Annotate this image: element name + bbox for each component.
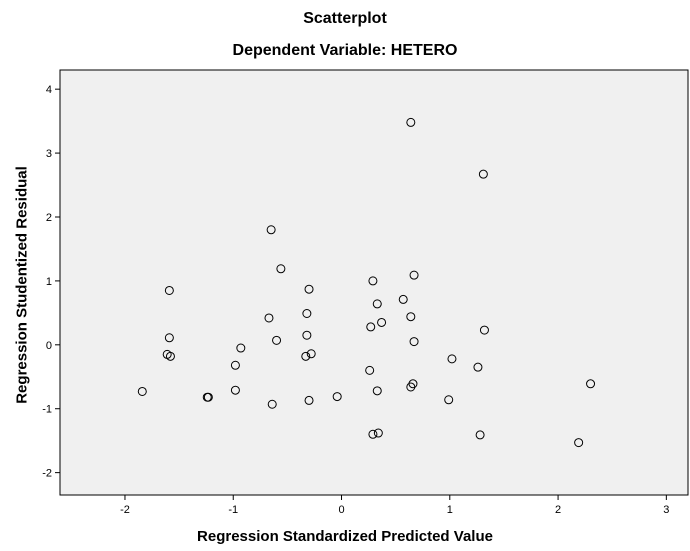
data-point <box>230 360 240 370</box>
data-point <box>586 379 596 389</box>
x-axis: -2 -1 0 1 2 3 <box>120 495 669 516</box>
x-tick-label: 1 <box>447 504 453 516</box>
y-axis: -2 -1 0 1 2 3 4 <box>42 84 60 480</box>
data-point <box>264 313 274 323</box>
data-point <box>406 382 416 392</box>
plot-area <box>59 69 689 496</box>
data-point <box>304 395 314 405</box>
data-point <box>304 284 314 294</box>
data-point <box>306 349 316 359</box>
data-point <box>302 330 312 340</box>
data-point <box>409 270 419 280</box>
y-tick-label: 4 <box>46 84 52 96</box>
y-tick-label: 3 <box>46 148 52 160</box>
data-point <box>473 362 483 372</box>
data-point <box>478 169 488 179</box>
data-point <box>365 365 375 375</box>
data-point <box>368 276 378 286</box>
data-point <box>276 264 286 274</box>
x-tick-label: -1 <box>228 504 238 516</box>
x-tick-label: 2 <box>555 504 561 516</box>
data-point <box>302 308 312 318</box>
data-point <box>236 343 246 353</box>
x-tick-label: 3 <box>663 504 669 516</box>
data-point <box>366 322 376 332</box>
data-point <box>444 395 454 405</box>
data-point <box>372 386 382 396</box>
x-tick-label: -2 <box>120 504 130 516</box>
data-point <box>203 392 213 402</box>
data-point <box>332 392 342 402</box>
data-point <box>406 117 416 127</box>
y-tick-label: -1 <box>42 404 52 416</box>
x-axis-label: Regression Standardized Predicted Value <box>197 528 493 545</box>
data-points <box>137 117 596 448</box>
y-tick-label: 0 <box>46 340 52 352</box>
data-point <box>272 335 282 345</box>
x-tick-label: 0 <box>338 504 344 516</box>
y-tick-label: 1 <box>46 276 52 288</box>
y-tick-label: 2 <box>46 212 52 224</box>
data-point <box>406 312 416 322</box>
chart-title: Scatterplot <box>303 10 387 27</box>
y-tick-label: -2 <box>42 468 52 480</box>
data-point <box>372 299 382 309</box>
data-point <box>267 399 277 409</box>
data-point <box>230 385 240 395</box>
data-point <box>164 333 174 343</box>
data-point <box>301 351 311 361</box>
data-point <box>409 337 419 347</box>
data-point <box>475 430 485 440</box>
data-point <box>266 225 276 235</box>
data-point <box>368 429 378 439</box>
data-point <box>398 294 408 304</box>
data-point <box>164 285 174 295</box>
data-point <box>574 438 584 448</box>
data-point <box>137 386 147 396</box>
data-point <box>447 354 457 364</box>
data-point <box>373 428 383 438</box>
chart-subtitle: Dependent Variable: HETERO <box>232 42 458 59</box>
data-point <box>165 351 175 361</box>
data-point <box>377 317 387 327</box>
data-point <box>479 325 489 335</box>
